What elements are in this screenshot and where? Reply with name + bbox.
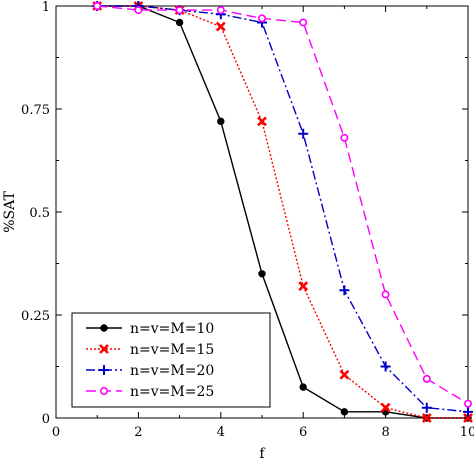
x-axis-label: f [259,446,266,462]
series-3-point [463,406,473,417]
series-line-4 [97,5,469,405]
series-4-point [422,374,431,383]
series-4-point [463,399,472,408]
series-2-point [380,402,391,413]
legend: n=v=M=10 n=v=M=15 n=v=M=20 n=v=M=25 [71,312,271,408]
y-axis-label: %SAT [2,191,18,233]
series-1-point [175,18,184,27]
series-4-point [340,133,349,142]
series-4-point [299,18,308,27]
series-4-point [257,14,266,23]
series-line-3 [97,5,469,413]
legend-label-3: n=v=M=20 [130,363,214,379]
x-tick-label: 6 [299,425,307,440]
x-tick-label: 2 [134,425,142,440]
y-tick-label: 0.5 [29,206,50,221]
axis-ticks: 0 2 4 6 8 10 0 0.25 0.5 0.75 1 [21,0,474,440]
legend-label-1: n=v=M=10 [130,321,214,337]
series-4-point [175,6,184,15]
legend-label-4: n=v=M=25 [130,384,214,400]
series-3-point [339,285,350,296]
x-tick-label: 10 [460,425,474,440]
series-2-point [298,281,309,292]
series-1-point [299,383,307,391]
series-1-point [340,408,349,416]
series-1-point [217,117,225,126]
series-4-point [216,6,225,15]
series-4-point [134,6,143,15]
y-tick-label: 0 [42,412,50,427]
series-3-point [380,361,391,372]
legend-marker-3 [99,365,109,375]
series-2-point [257,116,267,127]
x-tick-label: 4 [217,425,225,440]
x-tick-label: 8 [381,425,389,440]
series-layer [92,1,473,423]
legend-label-2: n=v=M=15 [130,342,214,358]
series-2-point [215,21,226,32]
y-tick-label: 0.75 [21,103,50,118]
series-line-2 [97,5,468,419]
series-2-point [339,369,350,380]
series-4-point [93,1,102,11]
legend-marker-2 [99,344,109,354]
y-tick-label: 0.25 [21,309,50,324]
series-3-point [421,402,432,413]
y-tick-label: 1 [42,0,50,15]
legend-marker-4 [100,386,109,395]
series-2-point [463,413,473,423]
x-tick-label: 0 [52,425,60,440]
series-line-1 [97,5,468,419]
series-2-point [421,413,432,423]
series-4-point [381,290,390,299]
series-1-point [258,270,266,278]
legend-marker-1 [100,324,108,332]
series-3-point [298,128,309,139]
